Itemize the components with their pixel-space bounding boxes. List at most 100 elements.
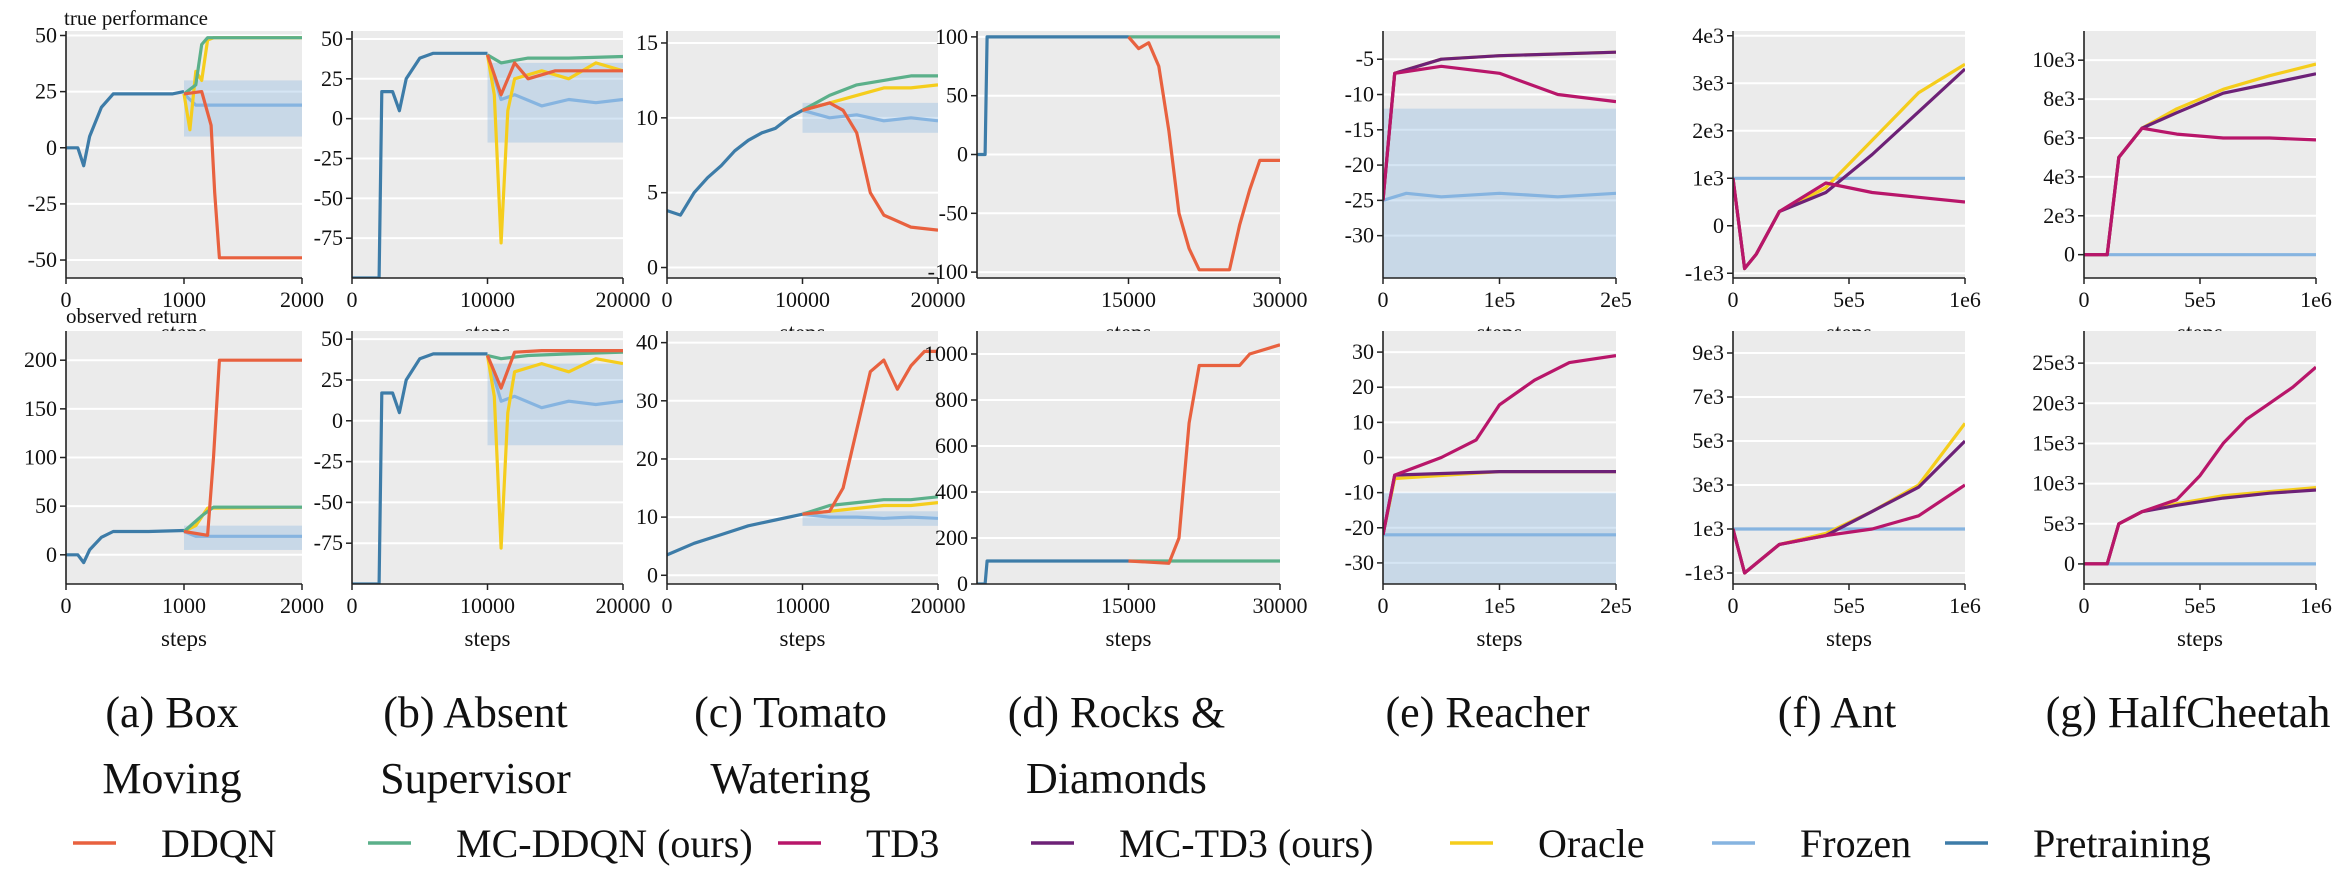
y-tick-label: 20 bbox=[1352, 374, 1374, 399]
y-tick-label: 25e3 bbox=[2032, 350, 2075, 375]
x-tick-label: 1e6 bbox=[1949, 287, 1981, 312]
y-tick-label: -20 bbox=[1345, 152, 1374, 177]
plot-background bbox=[66, 31, 302, 278]
series-line bbox=[485, 54, 623, 97]
y-tick-label: 10e3 bbox=[2032, 471, 2075, 496]
y-tick-label: 4e3 bbox=[2043, 164, 2075, 189]
panel-a-top: -50 -25 0 25 50 0 1000 2000 steps (a) Box Moving bbox=[28, 22, 324, 803]
series-line bbox=[802, 101, 938, 232]
x-tick-label: 0 bbox=[61, 287, 72, 312]
y-tick-label: 0 bbox=[1713, 213, 1724, 238]
x-tick-label: 10000 bbox=[775, 593, 830, 618]
panel-caption: (b) Absent bbox=[383, 688, 568, 737]
y-tick-label: 8e3 bbox=[2043, 86, 2075, 111]
y-tick-label: -75 bbox=[314, 530, 343, 555]
y-tick-label: 0 bbox=[957, 571, 968, 596]
plot-background bbox=[977, 331, 1280, 584]
series-line bbox=[486, 349, 623, 390]
x-tick-label: 10000 bbox=[460, 287, 515, 312]
y-tick-label: -50 bbox=[28, 247, 57, 272]
plot-area bbox=[1733, 422, 1965, 575]
y-tick-label: 1000 bbox=[924, 341, 968, 366]
y-tick-label: -25 bbox=[314, 449, 343, 474]
plot-background bbox=[2084, 331, 2316, 584]
x-tick-label: 20000 bbox=[596, 287, 651, 312]
y-tick-label: 600 bbox=[935, 433, 968, 458]
y-tick-label: 3e3 bbox=[1692, 70, 1724, 95]
y-tick-label: -1e3 bbox=[1685, 560, 1724, 585]
x-tick-label: 10000 bbox=[460, 593, 515, 618]
plot-area bbox=[667, 74, 938, 232]
legend-item: Frozen bbox=[1712, 821, 1911, 866]
y-tick-label: 20 bbox=[636, 446, 658, 471]
panel-e-top: -30 -25 -20 -15 -10 -5 0 1e5 2e5 steps (e) Reacher bbox=[1345, 31, 1632, 737]
series-line bbox=[487, 350, 623, 361]
y-tick-label: 0 bbox=[1363, 445, 1374, 470]
plot-area bbox=[352, 349, 623, 584]
series-line bbox=[1733, 483, 1965, 575]
y-tick-label: 0 bbox=[46, 542, 57, 567]
plot-background bbox=[1733, 331, 1965, 584]
legend-item: MC-TD3 (ours) bbox=[1031, 821, 1373, 866]
y-tick-label: -10 bbox=[1345, 480, 1374, 505]
x-tick-label: 1e5 bbox=[1484, 287, 1516, 312]
y-tick-label: 0 bbox=[2064, 242, 2075, 267]
x-tick-label: 1e6 bbox=[2300, 287, 2332, 312]
x-tick-label: 1000 bbox=[162, 287, 206, 312]
series-line bbox=[2084, 126, 2316, 257]
y-tick-label: 100 bbox=[935, 24, 968, 49]
y-tick-label: 0 bbox=[647, 562, 658, 587]
series-line bbox=[1383, 191, 1616, 202]
x-tick-label: 0 bbox=[1728, 593, 1739, 618]
series-line bbox=[183, 358, 302, 537]
legend-label: TD3 bbox=[866, 821, 939, 866]
y-tick-label: 200 bbox=[935, 525, 968, 550]
x-tick-label: 2000 bbox=[280, 287, 324, 312]
series-line bbox=[667, 108, 804, 217]
x-tick-label: 30000 bbox=[1253, 593, 1308, 618]
y-tick-label: -50 bbox=[939, 200, 968, 225]
series-line bbox=[802, 349, 938, 516]
series-line bbox=[182, 505, 302, 533]
y-tick-label: -25 bbox=[314, 145, 343, 170]
plot-area bbox=[66, 358, 302, 565]
series-line bbox=[485, 355, 623, 410]
x-tick-label: 15000 bbox=[1101, 593, 1156, 618]
panel-caption: (f) Ant bbox=[1778, 688, 1897, 737]
legend-label: Pretraining bbox=[2033, 821, 2211, 866]
x-axis-label: steps bbox=[1106, 626, 1152, 651]
series-line bbox=[352, 352, 488, 584]
y-tick-label: 15e3 bbox=[2032, 430, 2075, 455]
y-tick-label: 25 bbox=[35, 79, 57, 104]
plot-area bbox=[2084, 62, 2316, 257]
legend-label: MC-DDQN (ours) bbox=[456, 821, 753, 866]
plot-area bbox=[2084, 365, 2316, 566]
legend: DDQN MC-DDQN (ours) TD3 MC-TD3 (ours) Oracle… bbox=[73, 821, 2211, 866]
series-line bbox=[802, 495, 938, 516]
plot-background bbox=[1733, 31, 1965, 278]
series-line bbox=[182, 92, 302, 107]
x-tick-label: 0 bbox=[347, 593, 358, 618]
panel-caption: (a) Box bbox=[105, 688, 238, 737]
plot-background bbox=[667, 31, 938, 278]
x-tick-label: 20000 bbox=[911, 287, 966, 312]
y-tick-label: 15 bbox=[636, 30, 658, 55]
y-tick-label: 50 bbox=[35, 493, 57, 518]
x-tick-label: 0 bbox=[2079, 593, 2090, 618]
y-tick-label: -30 bbox=[1345, 223, 1374, 248]
series-line bbox=[485, 54, 623, 245]
y-tick-label: 0 bbox=[332, 106, 343, 131]
x-axis-label: steps bbox=[1826, 626, 1872, 651]
y-tick-label: -20 bbox=[1345, 515, 1374, 540]
x-tick-label: 2000 bbox=[280, 593, 324, 618]
x-tick-label: 0 bbox=[662, 287, 673, 312]
x-tick-label: 0 bbox=[61, 593, 72, 618]
y-tick-label: 3e3 bbox=[1692, 472, 1724, 497]
series-line bbox=[352, 51, 488, 278]
x-tick-label: 1e6 bbox=[2300, 593, 2332, 618]
x-tick-label: 2e5 bbox=[1600, 287, 1632, 312]
series-line bbox=[1128, 343, 1280, 565]
